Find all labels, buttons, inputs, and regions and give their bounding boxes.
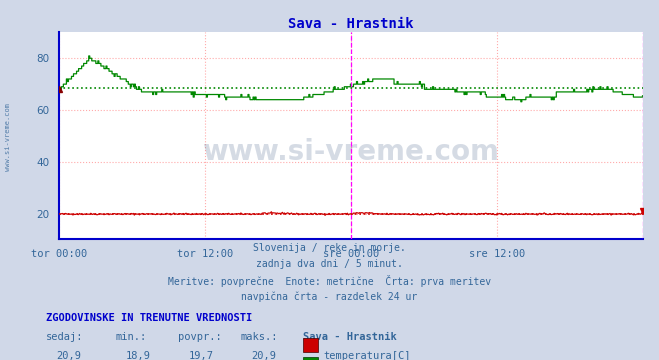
Text: navpična črta - razdelek 24 ur: navpična črta - razdelek 24 ur [241, 292, 418, 302]
Text: sedaj:: sedaj: [46, 332, 84, 342]
Text: 18,9: 18,9 [126, 351, 151, 360]
Text: Meritve: povprečne  Enote: metrične  Črta: prva meritev: Meritve: povprečne Enote: metrične Črta:… [168, 275, 491, 287]
Text: 20,9: 20,9 [57, 351, 82, 360]
Text: zadnja dva dni / 5 minut.: zadnja dva dni / 5 minut. [256, 259, 403, 269]
Text: www.si-vreme.com: www.si-vreme.com [202, 139, 500, 166]
Text: min.:: min.: [115, 332, 146, 342]
Text: temperatura[C]: temperatura[C] [323, 351, 411, 360]
Text: www.si-vreme.com: www.si-vreme.com [5, 103, 11, 171]
Text: Slovenija / reke in morje.: Slovenija / reke in morje. [253, 243, 406, 253]
Text: povpr.:: povpr.: [178, 332, 221, 342]
Text: 19,7: 19,7 [188, 351, 214, 360]
Text: ZGODOVINSKE IN TRENUTNE VREDNOSTI: ZGODOVINSKE IN TRENUTNE VREDNOSTI [46, 313, 252, 323]
Text: Sava - Hrastnik: Sava - Hrastnik [303, 332, 397, 342]
Title: Sava - Hrastnik: Sava - Hrastnik [288, 17, 414, 31]
Text: 20,9: 20,9 [251, 351, 276, 360]
Text: maks.:: maks.: [241, 332, 278, 342]
